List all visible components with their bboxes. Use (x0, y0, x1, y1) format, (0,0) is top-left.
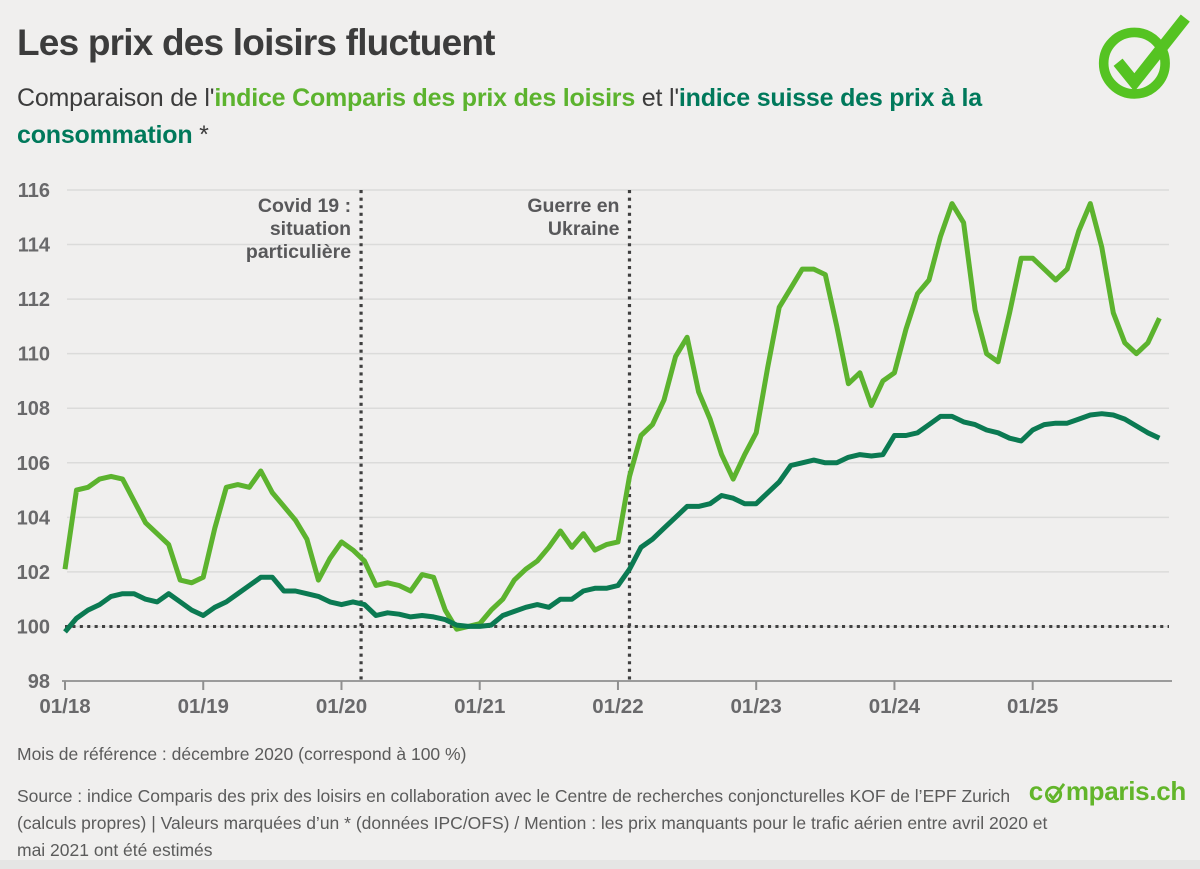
x-axis-label-01/19: 01/19 (178, 695, 229, 718)
x-axis-label-01/22: 01/22 (592, 695, 643, 718)
y-axis-label-110: 110 (18, 344, 50, 366)
brand-suffix: mparis.ch (1065, 776, 1186, 806)
x-axis-label-01/25: 01/25 (1007, 695, 1058, 718)
subtitle-segment-1: indice Comparis des prix des loisirs (214, 84, 636, 112)
y-axis-label-112: 112 (18, 289, 50, 311)
series-line-leisure-index (62, 201, 1162, 632)
y-axis-label-100: 100 (17, 616, 50, 638)
subtitle-segment-2: et l' (635, 84, 679, 112)
brand-wordmark: c mparis.ch (1028, 776, 1187, 807)
y-axis-label-104: 104 (17, 507, 51, 529)
y-axis-label-114: 114 (18, 235, 51, 257)
subtitle-segment-0: Comparaison de l' (17, 84, 215, 112)
page-subtitle: Comparaison de l'indice Comparis des pri… (17, 80, 1017, 154)
reference-note: Mois de référence : décembre 2020 (corre… (17, 744, 467, 764)
annotation-text-covid: Covid 19 : situation particulière (246, 195, 351, 263)
x-axis-label-01/24: 01/24 (869, 695, 921, 718)
page-title: Les prix des loisirs fluctuent (17, 22, 495, 63)
y-axis-label-108: 108 (17, 398, 50, 420)
bottom-band (0, 860, 1200, 869)
y-axis-label-116: 116 (18, 180, 50, 202)
line-chart: 98 100 102 104 106 108 110 112 114 116 01/18 01/19 0… (17, 180, 1172, 718)
annotation-text-ukraine: Guerre en Ukraine (527, 195, 619, 240)
subtitle-segment-4: * (192, 121, 209, 149)
y-axis-label-98: 98 (28, 671, 50, 693)
x-axis-label-01/20: 01/20 (316, 695, 367, 718)
x-axis-label-01/18: 01/18 (39, 695, 90, 718)
y-axis-label-106: 106 (17, 453, 50, 475)
subtitle-segment-3: indice suisse des prix à la consommation (17, 84, 983, 149)
series-line-cpi (63, 411, 1161, 634)
x-axis-label-01/21: 01/21 (454, 695, 505, 718)
brand-prefix: c (1028, 776, 1043, 806)
brand-check-icon (1044, 783, 1065, 803)
y-axis-label-102: 102 (17, 562, 50, 584)
x-axis-label-01/23: 01/23 (731, 695, 782, 718)
comparis-check-icon (1098, 14, 1190, 99)
source-note: Source : indice Comparis des prix des lo… (17, 786, 1048, 860)
